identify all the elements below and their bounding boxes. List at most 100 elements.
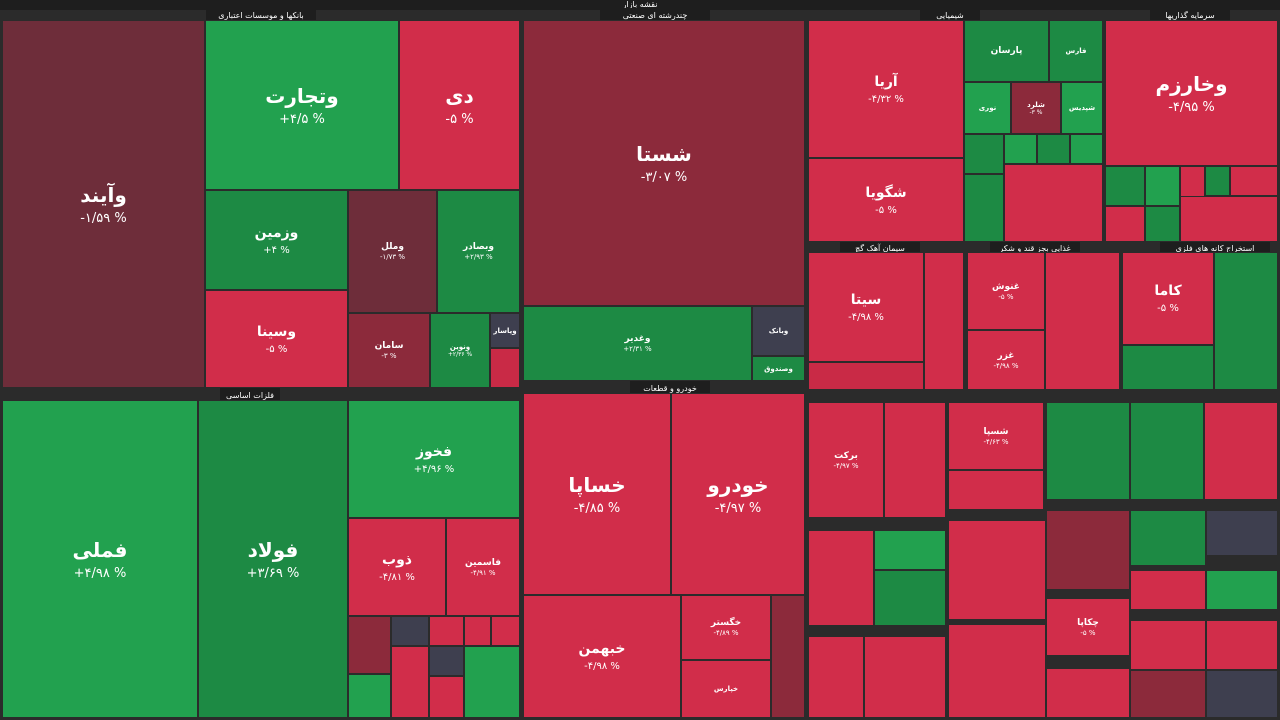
cell-small[interactable] (808, 362, 924, 390)
cell-small[interactable] (429, 676, 464, 718)
cell-name: وصندوق (764, 364, 793, 373)
cell-small[interactable] (874, 570, 946, 626)
cell-vbsader[interactable]: وبصادر +۲/۹۳ % (437, 190, 520, 313)
cell-pct: +۴/۹۶ % (413, 463, 455, 475)
cell-small[interactable] (1130, 570, 1206, 610)
cell-small[interactable] (1206, 510, 1278, 556)
cell-vghadir[interactable]: وغدیر +۲/۳۱ % (523, 306, 752, 381)
cell-shpdis[interactable]: شپدیس (1061, 82, 1103, 134)
cell-small[interactable] (1105, 206, 1145, 242)
cell-zob[interactable]: ذوب -۴/۸۱ % (348, 518, 446, 616)
cell-small[interactable] (391, 646, 429, 718)
cell-ghenoosh[interactable]: غنوش -۵ % (967, 252, 1045, 330)
cell-small[interactable] (1145, 206, 1180, 242)
cell-vbank[interactable]: وبانک (752, 306, 805, 356)
cell-small[interactable] (948, 470, 1044, 510)
cell-small[interactable] (464, 616, 491, 646)
cell-nori[interactable]: نوری (964, 82, 1011, 134)
cell-barekat[interactable]: برکت -۴/۹۷ % (808, 402, 884, 518)
cell-small[interactable] (808, 530, 874, 626)
cell-sita[interactable]: سیتا -۴/۹۸ % (808, 252, 924, 362)
cell-vnovin[interactable]: ونوین +۲/۳۶ % (430, 313, 490, 388)
cell-fakhooz[interactable]: فخوز +۴/۹۶ % (348, 400, 520, 518)
cell-small[interactable] (1046, 668, 1130, 718)
cell-name: شگویا (865, 184, 907, 201)
cell-small[interactable] (948, 624, 1046, 718)
cell-kama[interactable]: کاما -۵ % (1122, 252, 1214, 345)
cell-small[interactable] (1205, 166, 1230, 196)
cell-small[interactable] (1206, 670, 1278, 718)
cell-pct: -۴/۹۵ % (1168, 99, 1215, 115)
cell-vsandogh[interactable]: وصندوق (752, 356, 805, 381)
cell-small[interactable] (1204, 402, 1278, 500)
cell-small[interactable] (1230, 166, 1278, 196)
cell-small[interactable] (924, 252, 964, 390)
cell-small[interactable] (884, 402, 946, 518)
cell-saman[interactable]: سامان -۳ % (348, 313, 430, 388)
cell-ghazar[interactable]: غزر -۴/۹۸ % (967, 330, 1045, 390)
cell-shlord[interactable]: شلرد -۳ % (1011, 82, 1061, 134)
cell-small[interactable] (1004, 164, 1103, 242)
cell-di[interactable]: دی -۵ % (399, 20, 520, 190)
cell-khasapa[interactable]: خساپا -۴/۸۵ % (523, 393, 671, 595)
cell-vmellat[interactable]: وملل -۱/۷۳ % (348, 190, 437, 313)
cell-name: کاما (1154, 283, 1182, 299)
cell-small[interactable] (964, 174, 1004, 242)
cell-small[interactable] (948, 520, 1046, 620)
cell-small[interactable] (1045, 252, 1120, 390)
cell-small[interactable] (771, 595, 805, 718)
cell-small[interactable] (808, 636, 864, 718)
cell-foolad[interactable]: فولاد +۳/۶۹ % (198, 400, 348, 718)
cell-small[interactable] (429, 616, 464, 646)
cell-small[interactable] (429, 646, 464, 676)
cell-pct: -۱/۷۳ % (379, 253, 406, 261)
cell-shasta[interactable]: شستا -۳/۰۷ % (523, 20, 805, 306)
cell-small[interactable] (1145, 166, 1180, 206)
cell-fameli[interactable]: فملی +۴/۹۸ % (2, 400, 198, 718)
cell-small[interactable] (1046, 402, 1130, 500)
cell-small[interactable] (1105, 166, 1145, 206)
cell-khgostar[interactable]: خگستر -۴/۸۹ % (681, 595, 771, 660)
cell-aria[interactable]: آریا -۴/۳۲ % (808, 20, 964, 158)
cell-small[interactable] (964, 134, 1004, 174)
cell-small[interactable] (1130, 510, 1206, 566)
cell-chekapa[interactable]: چکاپا -۵ % (1046, 598, 1130, 656)
cell-small[interactable] (491, 616, 520, 646)
cell-fars[interactable]: فارس (1049, 20, 1103, 82)
cell-small[interactable] (1180, 196, 1278, 242)
cell-small[interactable] (1070, 134, 1103, 164)
cell-shesapa[interactable]: شسپا -۴/۶۳ % (948, 402, 1044, 470)
cell-small[interactable] (1206, 570, 1278, 610)
cell-small[interactable] (1037, 134, 1070, 164)
cell-small[interactable] (874, 530, 946, 570)
cell-pct: -۴/۹۷ % (714, 500, 762, 516)
cell-vzamin[interactable]: وزمین +۴ % (205, 190, 348, 290)
cell-small[interactable] (1130, 402, 1204, 500)
cell-small[interactable] (1122, 345, 1214, 390)
cell-parsan[interactable]: پارسان (964, 20, 1049, 82)
cell-small[interactable] (1206, 620, 1278, 670)
cell-khbahman[interactable]: خبهمن -۴/۹۸ % (523, 595, 681, 718)
cell-vtejarat[interactable]: وتجارت +۴/۵ % (205, 20, 399, 190)
cell-name: فارس (1065, 47, 1087, 55)
cell-khpars[interactable]: خپارس (681, 660, 771, 718)
cell-fasmin[interactable]: فاسمین -۴/۹۱ % (446, 518, 520, 616)
cell-small[interactable] (864, 636, 946, 718)
cell-small[interactable] (1130, 620, 1206, 670)
cell-vpasar[interactable]: وپاسار (490, 313, 520, 348)
cell-vsina[interactable]: وسینا -۵ % (205, 290, 348, 388)
cell-small[interactable] (1130, 670, 1206, 718)
cell-small[interactable] (348, 616, 391, 674)
cell-vkharazm[interactable]: وخارزم -۴/۹۵ % (1105, 20, 1278, 166)
cell-small[interactable] (1004, 134, 1037, 164)
cell-small[interactable] (464, 646, 520, 718)
cell-small[interactable] (490, 348, 520, 388)
cell-small[interactable] (391, 616, 429, 646)
cell-vaind[interactable]: وآیند -۱/۵۹ % (2, 20, 205, 388)
cell-small[interactable] (348, 674, 391, 718)
cell-khodro[interactable]: خودرو -۴/۹۷ % (671, 393, 805, 595)
cell-small[interactable] (1046, 510, 1130, 590)
cell-small[interactable] (1214, 252, 1278, 390)
cell-name: وملل (381, 242, 404, 252)
cell-shegoya[interactable]: شگویا -۵ % (808, 158, 964, 242)
